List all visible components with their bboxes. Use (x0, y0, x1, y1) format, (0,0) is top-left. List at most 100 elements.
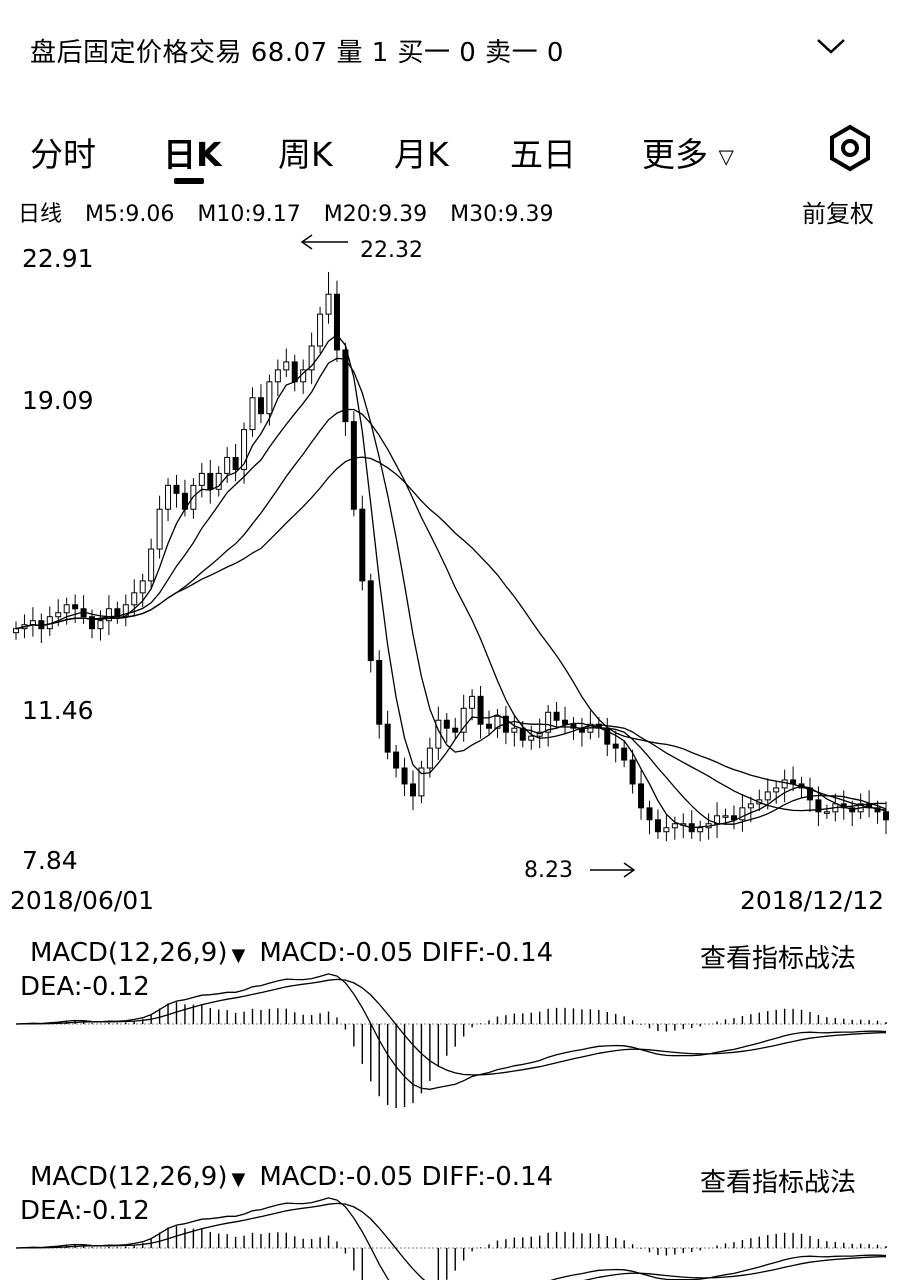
candle-up (747, 803, 754, 809)
candle-up (215, 472, 222, 490)
candle-down (291, 361, 298, 383)
view-indicator-tactics-link[interactable]: 查看指标战法 (700, 1168, 857, 1198)
tab-daily-k[interactable]: 日K (163, 135, 222, 174)
candle-down (257, 397, 264, 415)
tab-five-day[interactable]: 五日 (510, 135, 576, 174)
candle-down (443, 719, 450, 729)
candle-down (486, 723, 493, 729)
low-price-annotation: 8.23 (524, 858, 573, 883)
candle-up (55, 612, 62, 618)
candle-down (350, 421, 357, 510)
candle-down (207, 472, 214, 490)
candle-up (13, 628, 19, 634)
after-hours-quote: 盘后固定价格交易 68.07 量 1 买一 0 卖一 0 (30, 38, 564, 68)
candle-down (72, 604, 79, 610)
macd-legend: MACD(12,26,9) ▼ MACD:-0.05 DIFF:-0.14 (30, 938, 553, 968)
ma10-value: M10:9.17 (197, 202, 301, 227)
ma30-value: M30:9.39 (450, 202, 554, 227)
x-start-date: 2018/06/01 (10, 886, 155, 915)
candle-down (409, 783, 416, 797)
diff-line (15, 973, 887, 1090)
macd-chart-duplicate[interactable] (0, 1184, 900, 1280)
tab-monthly-k[interactable]: 月K (394, 135, 449, 174)
dea-value: DEA:-0.12 (20, 972, 150, 1002)
candle-up (663, 827, 670, 833)
diff-value: DIFF:-0.14 (421, 1162, 554, 1192)
triangle-down-icon: ▽ (718, 144, 734, 169)
view-indicator-tactics-link[interactable]: 查看指标战法 (700, 944, 857, 974)
macd-indicator-name[interactable]: MACD(12,26,9) (30, 938, 228, 968)
ma-legend: 日线 M5:9.06 M10:9.17 M20:9.39 M30:9.39 (18, 196, 570, 228)
candle-up (528, 735, 535, 741)
high-price-annotation: 22.32 (360, 238, 423, 263)
candle-up (139, 580, 146, 594)
candle-up (494, 715, 501, 729)
active-tab-indicator (174, 178, 204, 184)
candle-up (105, 608, 112, 622)
candle-down (359, 508, 366, 582)
candle-up (266, 381, 273, 415)
chevron-down-icon[interactable] (816, 36, 846, 56)
arrow-left-icon (300, 234, 348, 250)
candle-up (773, 787, 780, 793)
candle-down (89, 616, 96, 630)
macd-indicator-name[interactable]: MACD(12,26,9) (30, 1162, 228, 1192)
candle-up (325, 293, 332, 315)
price-adjust-toggle[interactable]: 前复权 (802, 200, 874, 228)
triangle-down-icon[interactable]: ▼ (231, 945, 246, 966)
candle-down (519, 727, 526, 741)
candle-down (883, 811, 889, 821)
candle-down (621, 747, 628, 761)
macd-value: MACD:-0.05 (259, 938, 414, 968)
candle-down (562, 719, 569, 725)
candle-up (460, 707, 467, 733)
tab-more[interactable]: 更多 ▽ (642, 128, 734, 176)
candle-up (823, 811, 830, 814)
candle-up (545, 711, 552, 733)
candle-down (173, 484, 180, 494)
candle-up (764, 791, 771, 801)
ma5-value: M5:9.06 (85, 202, 175, 227)
tab-more-label: 更多 (642, 135, 708, 174)
ma20-value: M20:9.39 (323, 202, 428, 227)
candle-down (376, 660, 383, 725)
candle-down (646, 807, 653, 821)
y-tick-label: 22.91 (22, 244, 94, 273)
candle-up (511, 727, 518, 733)
macd-chart[interactable] (0, 960, 900, 1130)
candle-up (224, 456, 231, 474)
diff-value: DIFF:-0.14 (421, 938, 554, 968)
candle-down (570, 723, 577, 729)
candle-up (249, 397, 256, 431)
candle-down (477, 695, 484, 725)
macd-legend-duplicate: MACD(12,26,9) ▼ MACD:-0.05 DIFF:-0.14 (30, 1162, 553, 1192)
candle-up (241, 429, 248, 470)
dea-value: DEA:-0.12 (20, 1196, 150, 1226)
dea-line (15, 1202, 887, 1280)
candle-down (232, 456, 239, 470)
candle-up (148, 548, 155, 582)
ma-period: 日线 (18, 202, 63, 227)
candle-down (629, 759, 636, 785)
y-tick-label: 19.09 (22, 386, 94, 415)
candle-down (393, 751, 400, 769)
tab-intraday[interactable]: 分时 (30, 135, 96, 174)
tab-weekly-k[interactable]: 周K (278, 135, 333, 174)
candle-up (697, 827, 704, 833)
period-tabs: 分时 日K 周K 月K 五日 更多 ▽ (0, 120, 900, 190)
candle-up (165, 484, 172, 510)
candle-up (469, 695, 476, 709)
dea-line (15, 978, 887, 1076)
x-end-date: 2018/12/12 (740, 886, 885, 915)
candle-up (317, 313, 324, 347)
candle-up (274, 369, 281, 383)
macd-value: MACD:-0.05 (259, 1162, 414, 1192)
candle-down (730, 815, 737, 821)
candle-up (722, 815, 729, 818)
settings-hexagon-icon[interactable] (826, 124, 874, 172)
candle-down (367, 580, 374, 662)
candle-up (156, 508, 163, 550)
candle-up (671, 823, 678, 829)
candlestick-chart[interactable] (0, 230, 900, 880)
triangle-down-icon[interactable]: ▼ (231, 1169, 246, 1190)
